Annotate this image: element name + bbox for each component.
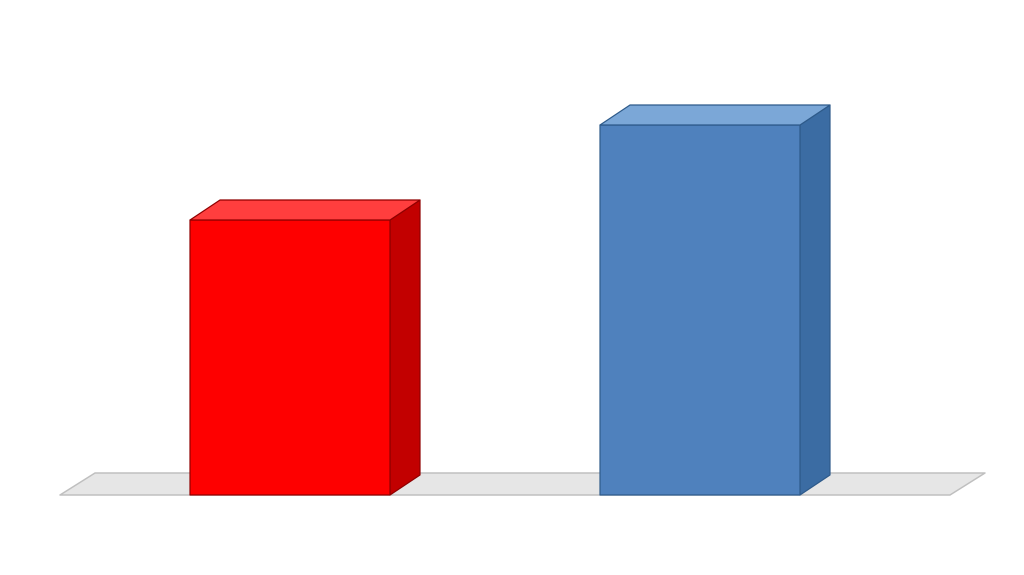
bar-2-front bbox=[600, 125, 800, 495]
bar-1 bbox=[190, 200, 420, 495]
bar-1-front bbox=[190, 220, 390, 495]
bar-2-top bbox=[600, 105, 830, 125]
bar-2-side bbox=[800, 105, 830, 495]
bar-1-top bbox=[190, 200, 420, 220]
bar-chart-3d bbox=[0, 0, 1024, 575]
chart-canvas bbox=[0, 0, 1024, 575]
bar-1-side bbox=[390, 200, 420, 495]
bar-2 bbox=[600, 105, 830, 495]
